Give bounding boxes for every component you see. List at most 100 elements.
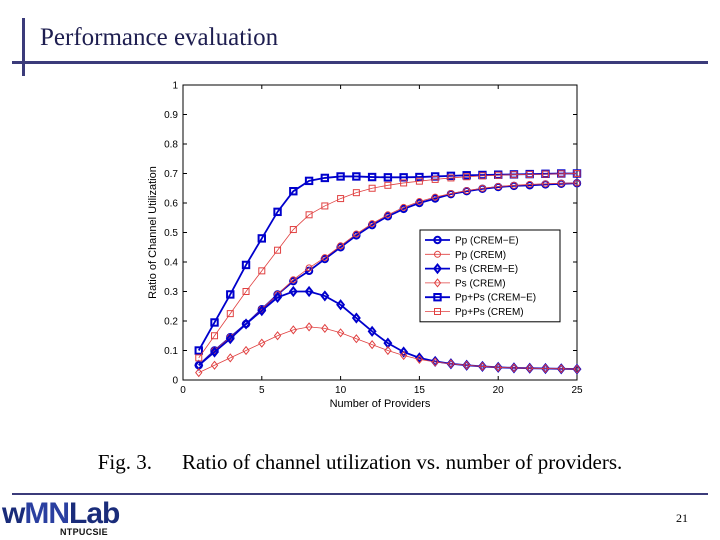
series-2-point (320, 290, 330, 302)
series-5-point (211, 332, 219, 340)
series-2-point (414, 352, 424, 364)
series-1-point (337, 242, 345, 250)
series-1-point (321, 254, 329, 262)
series-3-point (195, 368, 203, 378)
series-2-point (367, 325, 377, 337)
caption-text: Ratio of channel utilization vs. number … (181, 450, 623, 474)
series-1-point (478, 184, 486, 192)
legend-marker (434, 250, 441, 258)
series-3-point (336, 328, 345, 338)
figure-caption: Fig. 3. Ratio of channel utilization vs. … (0, 450, 720, 475)
series-4-point (226, 290, 235, 299)
series-1-point (494, 182, 502, 190)
legend-label: Ps (CREM−E) (455, 264, 518, 275)
series-3-point (321, 323, 329, 333)
series-4-point (210, 318, 219, 327)
series-1-point (557, 179, 565, 187)
series-0-point (367, 220, 377, 230)
series-3-point (305, 322, 313, 332)
series-1-point (447, 190, 455, 198)
series-4-point (383, 173, 393, 182)
legend-label: Pp (CREM) (455, 250, 506, 261)
caption-label: Fig. 3. (97, 450, 152, 474)
legend-marker (433, 262, 442, 275)
series-4-point (194, 346, 203, 355)
series-3-point (462, 360, 471, 370)
series-1-point (541, 180, 549, 188)
series-1-point (415, 198, 423, 206)
series-5-point (415, 177, 423, 185)
series-5-point (274, 246, 282, 254)
page-number: 21 (676, 511, 688, 525)
series-5-point (384, 181, 392, 189)
series-1-point (510, 181, 518, 189)
series-3-point (258, 338, 266, 348)
series-3-point (352, 334, 361, 344)
y-tick-label: 0.5 (164, 228, 178, 239)
series-3-point (478, 361, 487, 372)
series-4-point (415, 172, 424, 182)
series-2-point (241, 318, 251, 330)
series-1-point (573, 179, 581, 187)
series-0-point (320, 254, 330, 264)
series-5-point (195, 354, 203, 362)
series-2-point (273, 291, 283, 304)
series-4-point (367, 172, 377, 182)
series-line-3 (198, 326, 578, 373)
slide-title: Performance evaluation (40, 24, 279, 51)
series-3-point (494, 362, 502, 372)
legend-marker (433, 278, 442, 288)
y-tick-label: 0.3 (164, 287, 178, 298)
series-5-point (352, 189, 360, 197)
series-4-point (352, 172, 361, 181)
series-1-point (431, 193, 439, 201)
series-5-point (447, 174, 455, 182)
series-3-point (273, 331, 282, 341)
legend-box (419, 229, 561, 323)
series-2-point (351, 312, 361, 324)
y-tick-label: 0.4 (164, 258, 178, 269)
series-0-point (289, 276, 298, 286)
series-1-point (526, 180, 534, 188)
series-line-5 (198, 173, 578, 359)
series-2-point (225, 333, 235, 345)
series-1-point (384, 211, 392, 219)
series-1-point (400, 203, 408, 211)
series-3-point (557, 364, 565, 374)
series-3-point (431, 357, 439, 367)
series-5-point (557, 170, 565, 178)
series-4-point (257, 234, 267, 243)
logo-wordmark: wMNLab (2, 497, 120, 530)
series-5-point (337, 195, 345, 203)
series-2-point (336, 299, 346, 311)
series-2-point (288, 285, 298, 298)
x-axis-label: Number of Providers (330, 398, 431, 410)
series-4-point (336, 172, 345, 181)
y-tick-label: 0.7 (164, 169, 178, 180)
series-5-point (258, 267, 266, 275)
series-3-point (226, 353, 234, 363)
series-3-point (289, 325, 298, 335)
series-5-point (321, 202, 329, 210)
series-5-point (289, 226, 297, 234)
legend-marker (433, 293, 442, 302)
title-accent-horizontal (12, 61, 708, 64)
y-tick-label: 0.1 (164, 346, 178, 357)
series-5-point (242, 288, 250, 295)
x-tick-label: 5 (259, 385, 265, 396)
series-4-point (399, 173, 408, 182)
y-tick-label: 0.2 (164, 317, 178, 328)
footer-divider (12, 493, 708, 495)
series-5-point (541, 170, 549, 178)
series-2-point (304, 285, 314, 298)
series-2-point (257, 305, 267, 317)
series-line-1 (198, 182, 578, 366)
y-tick-label: 0.8 (164, 140, 178, 151)
series-5-point (305, 211, 313, 219)
series-4-point (304, 176, 314, 186)
series-3-point (526, 363, 534, 373)
y-tick-label: 0.9 (164, 110, 178, 121)
series-3-point (399, 350, 408, 361)
series-5-point (478, 172, 486, 180)
series-2-point (210, 346, 220, 358)
